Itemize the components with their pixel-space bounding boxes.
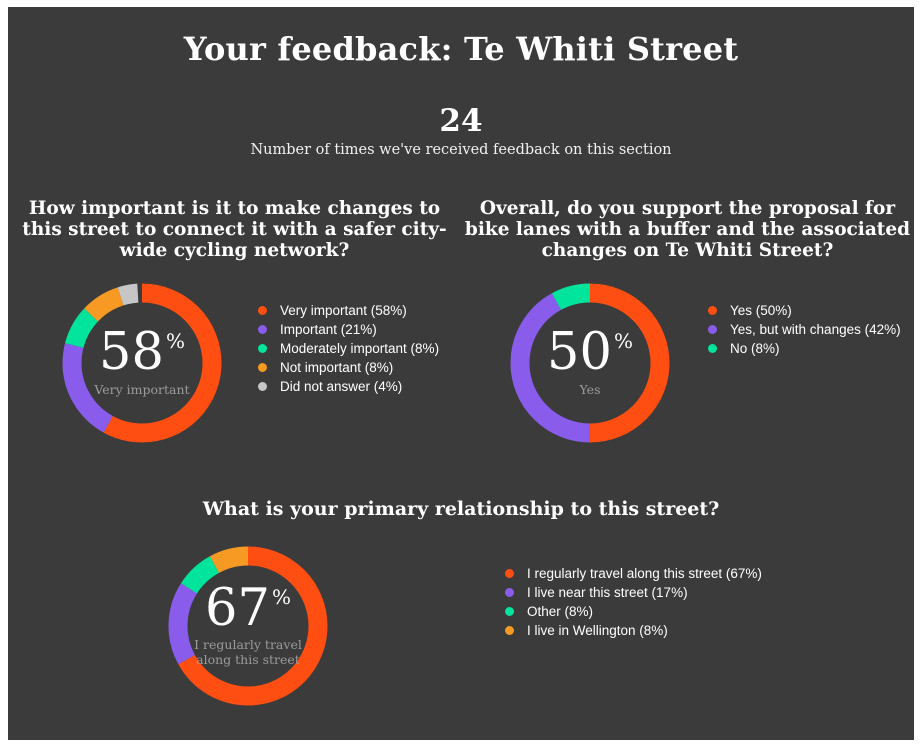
percent-sign: %	[271, 584, 291, 609]
legend-label: Did not answer (4%)	[280, 379, 403, 395]
legend-importance: Very important (58%) Important (21%) Moder…	[258, 299, 439, 398]
donut-top-answer-label: I regularly travel along this street	[194, 637, 302, 667]
legend-item: No (8%)	[708, 341, 901, 356]
legend-dot	[258, 325, 267, 335]
donut-top-answer-label: Very important	[94, 381, 190, 397]
legend-item: Did not answer (4%)	[258, 379, 439, 394]
legend-label: Yes (50%)	[730, 303, 792, 319]
legend-dot	[708, 344, 717, 354]
legend-item: Moderately important (8%)	[258, 341, 439, 356]
donut-segment	[62, 283, 222, 443]
legend-dot	[258, 382, 267, 392]
legend-item: Yes, but with changes (42%)	[708, 322, 901, 337]
legend-item: I regularly travel along this street (67…	[505, 566, 762, 581]
donut-svg	[510, 283, 670, 443]
legend-dot	[258, 344, 267, 354]
legend-item: Other (8%)	[505, 604, 762, 619]
legend-support: Yes (50%) Yes, but with changes (42%) No (…	[708, 299, 901, 360]
legend-dot	[708, 306, 717, 316]
donut-center-support: 50% Yes	[532, 305, 648, 421]
legend-label: Other (8%)	[527, 603, 594, 619]
legend-item: I live near this street (17%)	[505, 585, 762, 600]
section-support: Overall, do you support the proposal for…	[461, 198, 914, 443]
feedback-count-block: 24 Number of times we've received feedba…	[8, 104, 914, 158]
donut-chart-relationship: 67% I regularly travel along this street	[168, 546, 328, 706]
feedback-count-caption: Number of times we've received feedback …	[250, 141, 672, 158]
legend-label: I live near this street (17%)	[527, 584, 688, 600]
question-importance: How important is it to make changes to t…	[22, 197, 447, 262]
chart-area-support: 50% Yes Yes (50%) Yes, but with changes (…	[461, 283, 914, 443]
donut-top-answer-label: Yes	[579, 381, 601, 397]
legend-item: Very important (58%)	[258, 303, 439, 318]
donut-segment	[168, 546, 328, 706]
legend-item: Important (21%)	[258, 322, 439, 337]
legend-dot	[505, 625, 514, 635]
donut-segment	[510, 283, 670, 443]
section-importance: How important is it to make changes to t…	[8, 198, 461, 443]
legend-dot	[258, 363, 267, 373]
donut-segment	[510, 283, 670, 443]
legend-label: Very important (58%)	[280, 303, 407, 319]
legend-label: Important (21%)	[280, 322, 377, 338]
legend-label: No (8%)	[730, 341, 780, 357]
donut-chart-importance: 58% Very important	[62, 283, 222, 443]
legend-label: Moderately important (8%)	[280, 341, 440, 357]
donut-center-importance: 58% Very important	[84, 305, 200, 421]
donut-center-relationship: 67% I regularly travel along this street	[190, 568, 306, 684]
percent-sign: %	[165, 329, 185, 354]
donut-value: 67%	[205, 578, 291, 638]
legend-dot	[505, 568, 514, 578]
section-relationship: What is your primary relationship to thi…	[8, 498, 914, 706]
chart-area-relationship: 67% I regularly travel along this street…	[8, 546, 914, 706]
legend-dot	[258, 306, 267, 316]
feedback-panel: Your feedback: Te Whiti Street 24 Number…	[8, 7, 914, 740]
legend-dot	[505, 587, 514, 597]
donut-value: 50%	[547, 323, 633, 383]
legend-label: Yes, but with changes (42%)	[730, 322, 901, 338]
donut-value: 58%	[99, 323, 185, 383]
page-title: Your feedback: Te Whiti Street	[183, 30, 739, 68]
legend-label: I live in Wellington (8%)	[527, 622, 668, 638]
donut-chart-support: 50% Yes	[510, 283, 670, 443]
legend-dot	[708, 325, 717, 335]
legend-relationship: I regularly travel along this street (67…	[505, 562, 762, 642]
donut-segment	[168, 546, 328, 706]
chart-area-importance: 58% Very important Very important (58%) I…	[8, 283, 461, 443]
legend-item: Not important (8%)	[258, 360, 439, 375]
percent-sign: %	[613, 329, 633, 354]
question-relationship: What is your primary relationship to thi…	[202, 498, 720, 521]
charts-row: How important is it to make changes to t…	[8, 198, 914, 443]
legend-item: I live in Wellington (8%)	[505, 623, 762, 638]
legend-label: Not important (8%)	[280, 360, 394, 376]
donut-segment	[62, 283, 222, 443]
feedback-count: 24	[439, 102, 483, 139]
donut-svg	[62, 283, 222, 443]
legend-label: I regularly travel along this street (67…	[527, 565, 762, 581]
legend-dot	[505, 606, 514, 616]
legend-item: Yes (50%)	[708, 303, 901, 318]
question-support: Overall, do you support the proposal for…	[464, 197, 911, 262]
donut-svg	[168, 546, 328, 706]
